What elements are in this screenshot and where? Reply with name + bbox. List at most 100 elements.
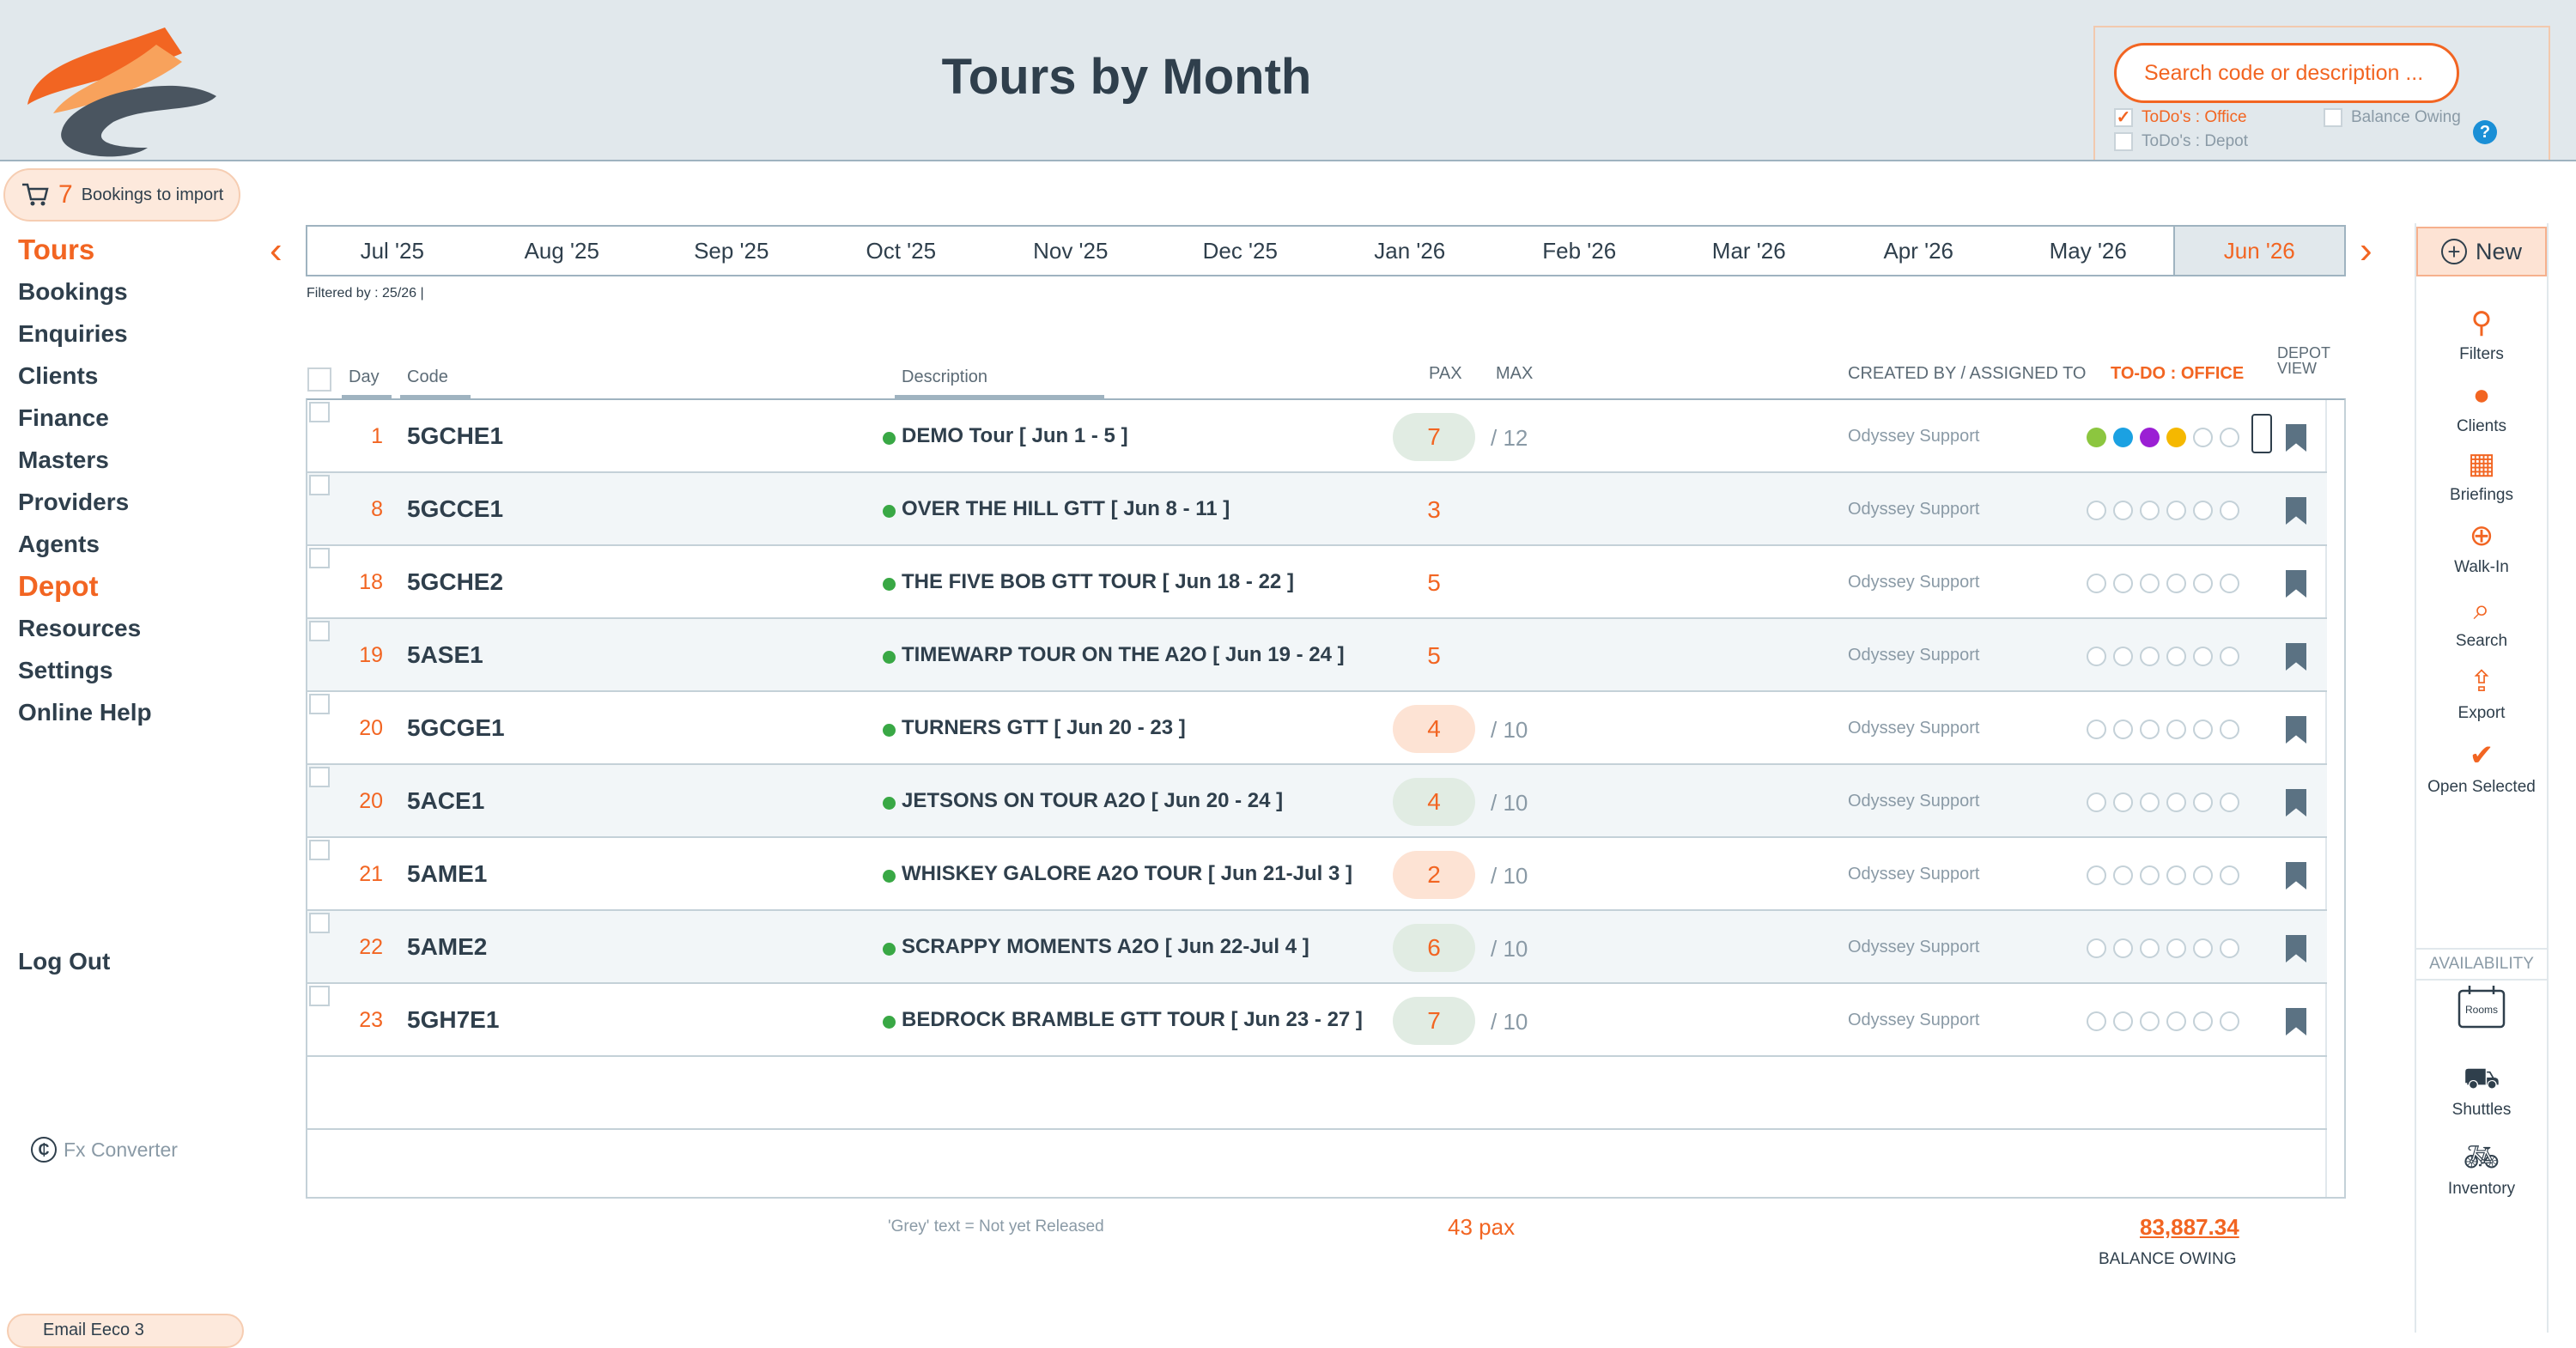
shuttles-button[interactable]: ⛟ Shuttles xyxy=(2416,1061,2547,1120)
help-icon[interactable]: ? xyxy=(2473,120,2497,144)
todo-status-dot[interactable] xyxy=(2087,1011,2106,1031)
todo-status-dot[interactable] xyxy=(2220,865,2239,885)
month-tab[interactable]: Jul '25 xyxy=(360,238,424,264)
todo-status-dot[interactable] xyxy=(2193,792,2213,812)
nav-providers[interactable]: Providers xyxy=(18,489,130,515)
todo-office-checkbox[interactable]: ✓ xyxy=(2114,108,2133,127)
row-description[interactable]: THE FIVE BOB GTT TOUR [ Jun 18 - 22 ] xyxy=(902,570,1294,593)
month-tab[interactable]: Aug '25 xyxy=(524,238,599,264)
col-day[interactable]: Day xyxy=(349,367,380,386)
month-tab[interactable]: Sep '25 xyxy=(694,238,769,264)
todo-status-dot[interactable] xyxy=(2140,501,2160,520)
row-description[interactable]: WHISKEY GALORE A2O TOUR [ Jun 21-Jul 3 ] xyxy=(902,862,1352,885)
todo-status-dot[interactable] xyxy=(2166,501,2186,520)
todo-office-filter[interactable]: ✓ ToDo's : Office xyxy=(2114,108,2247,127)
todo-status-dot[interactable] xyxy=(2113,501,2133,520)
rooms-button[interactable]: Rooms xyxy=(2416,984,2547,1030)
todo-status-dot[interactable] xyxy=(2220,428,2239,447)
todo-status-dot[interactable] xyxy=(2166,938,2186,958)
table-row[interactable]: 21 5AME1 WHISKEY GALORE A2O TOUR [ Jun 21-… xyxy=(307,838,2327,911)
todo-status-dot[interactable] xyxy=(2087,792,2106,812)
row-description[interactable]: SCRAPPY MOMENTS A2O [ Jun 22-Jul 4 ] xyxy=(902,935,1309,958)
nav-finance[interactable]: Finance xyxy=(18,404,109,431)
table-row[interactable]: 19 5ASE1 TIMEWARP TOUR ON THE A2O [ Jun 19… xyxy=(307,619,2327,692)
row-checkbox[interactable] xyxy=(309,767,330,787)
todo-status-dot[interactable] xyxy=(2193,647,2213,666)
table-row[interactable]: 23 5GH7E1 BEDROCK BRAMBLE GTT TOUR [ Jun 2… xyxy=(307,984,2327,1057)
month-tab-current[interactable]: Jun '26 xyxy=(2172,227,2344,275)
bookmark-icon[interactable] xyxy=(2286,643,2306,671)
nav-tours[interactable]: Tours xyxy=(18,234,95,265)
todo-status-dot[interactable] xyxy=(2193,501,2213,520)
row-code[interactable]: 5AME1 xyxy=(407,860,488,887)
todo-status-dot[interactable] xyxy=(2087,865,2106,885)
todo-status-dot[interactable] xyxy=(2113,574,2133,593)
todo-status-dot[interactable] xyxy=(2166,865,2186,885)
todo-status-dot[interactable] xyxy=(2166,574,2186,593)
nav-enquiries[interactable]: Enquiries xyxy=(18,320,128,347)
nav-settings[interactable]: Settings xyxy=(18,657,113,683)
depot-view-icon[interactable] xyxy=(2251,414,2272,453)
todo-status-dot[interactable] xyxy=(2140,792,2160,812)
month-tab[interactable]: Mar '26 xyxy=(1711,238,1786,264)
next-month-arrow-icon[interactable]: › xyxy=(2360,229,2372,271)
todo-status-dot[interactable] xyxy=(2087,574,2106,593)
clients-button[interactable]: ● Clients xyxy=(2416,378,2547,436)
row-checkbox[interactable] xyxy=(309,986,330,1006)
todo-depot-checkbox[interactable] xyxy=(2114,132,2133,151)
table-scrollbar[interactable] xyxy=(2325,400,2344,1197)
todo-status-dot[interactable] xyxy=(2220,647,2239,666)
col-code[interactable]: Code xyxy=(407,367,448,386)
todo-status-dot[interactable] xyxy=(2113,720,2133,739)
bookmark-icon[interactable] xyxy=(2286,424,2306,452)
todo-status-dot[interactable] xyxy=(2113,1011,2133,1031)
month-tab[interactable]: Feb '26 xyxy=(1542,238,1617,264)
search-button[interactable]: ⌕ Search xyxy=(2416,592,2547,651)
table-row[interactable]: 18 5GCHE2 THE FIVE BOB GTT TOUR [ Jun 18 -… xyxy=(307,546,2327,619)
prev-month-arrow-icon[interactable]: ‹ xyxy=(270,229,283,271)
row-code[interactable]: 5GCHE1 xyxy=(407,422,504,449)
bookmark-icon[interactable] xyxy=(2286,1008,2306,1035)
inventory-button[interactable]: 🚲︎ Inventory xyxy=(2416,1140,2547,1199)
todo-status-dot[interactable] xyxy=(2220,938,2239,958)
bookmark-icon[interactable] xyxy=(2286,716,2306,744)
briefings-button[interactable]: ▦ Briefings xyxy=(2416,446,2547,505)
todo-status-dot[interactable] xyxy=(2140,720,2160,739)
row-code[interactable]: 5GCCE1 xyxy=(407,495,504,522)
row-code[interactable]: 5ACE1 xyxy=(407,787,485,814)
col-todo-office[interactable]: TO-DO : OFFICE xyxy=(2111,364,2245,383)
bookmark-icon[interactable] xyxy=(2286,570,2306,598)
nav-online-help[interactable]: Online Help xyxy=(18,699,152,726)
row-description[interactable]: TIMEWARP TOUR ON THE A2O [ Jun 19 - 24 ] xyxy=(902,643,1345,666)
todo-status-dot[interactable] xyxy=(2087,501,2106,520)
todo-status-dot[interactable] xyxy=(2113,865,2133,885)
open-selected-button[interactable]: ✔ Open Selected xyxy=(2416,738,2547,797)
bookmark-icon[interactable] xyxy=(2286,862,2306,890)
todo-status-dot[interactable] xyxy=(2087,428,2106,447)
row-description[interactable]: DEMO Tour [ Jun 1 - 5 ] xyxy=(902,424,1128,447)
new-button[interactable]: + New xyxy=(2416,227,2547,276)
logout-link[interactable]: Log Out xyxy=(18,948,111,975)
todo-status-dot[interactable] xyxy=(2087,720,2106,739)
todo-status-dot[interactable] xyxy=(2220,792,2239,812)
table-row[interactable]: 8 5GCCE1 OVER THE HILL GTT [ Jun 8 - 11 ] 3… xyxy=(307,473,2327,546)
row-code[interactable]: 5ASE1 xyxy=(407,641,483,668)
todo-status-dot[interactable] xyxy=(2140,574,2160,593)
todo-status-dot[interactable] xyxy=(2193,938,2213,958)
month-tab[interactable]: Nov '25 xyxy=(1033,238,1109,264)
month-tab[interactable]: Jan '26 xyxy=(1374,238,1446,264)
todo-status-dot[interactable] xyxy=(2113,647,2133,666)
todo-status-dot[interactable] xyxy=(2166,647,2186,666)
row-description[interactable]: TURNERS GTT [ Jun 20 - 23 ] xyxy=(902,716,1186,739)
todo-status-dot[interactable] xyxy=(2220,720,2239,739)
nav-agents[interactable]: Agents xyxy=(18,531,100,557)
todo-status-dot[interactable] xyxy=(2220,574,2239,593)
filters-button[interactable]: ⚲ Filters xyxy=(2416,306,2547,364)
todo-status-dot[interactable] xyxy=(2087,938,2106,958)
todo-status-dot[interactable] xyxy=(2087,647,2106,666)
month-tab[interactable]: Apr '26 xyxy=(1883,238,1954,264)
todo-status-dot[interactable] xyxy=(2140,938,2160,958)
row-code[interactable]: 5AME2 xyxy=(407,933,488,960)
month-tab[interactable]: May '26 xyxy=(2049,238,2127,264)
balance-owing-filter[interactable]: Balance Owing xyxy=(2324,108,2461,127)
